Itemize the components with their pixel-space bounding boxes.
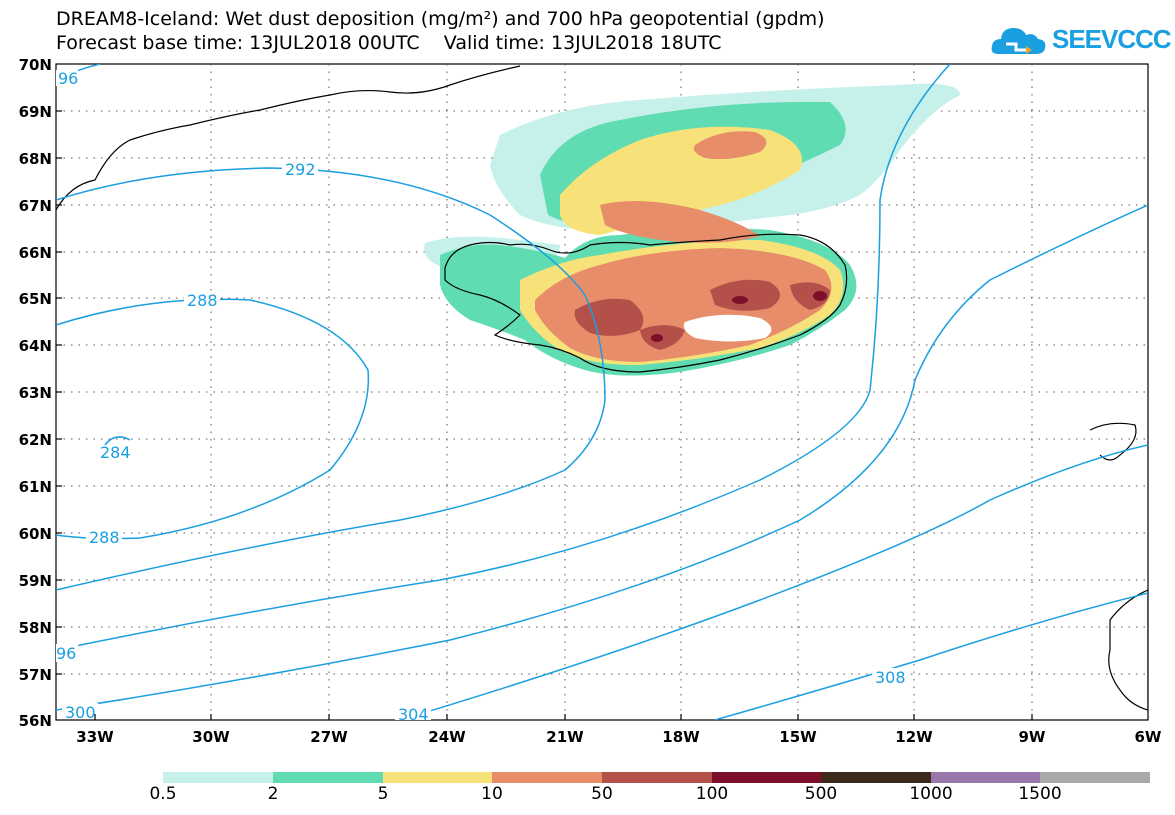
shade-level-50 [790, 282, 830, 310]
contour-296 [56, 64, 951, 651]
greenland-coast [56, 65, 521, 211]
contour-label: 96 [58, 69, 78, 88]
iceland-coast [444, 233, 848, 373]
contour-300 [56, 204, 1148, 711]
colorbar-swatch [821, 772, 931, 783]
contour-label: 304 [398, 705, 429, 724]
cloud-icon [991, 28, 1046, 54]
colorbar-label: 1000 [909, 784, 953, 804]
shade-level-50 [574, 298, 644, 336]
lat-label: 61N [19, 478, 52, 496]
contour-284 [104, 436, 131, 446]
shade-level-50 [710, 279, 780, 311]
lat-label: 58N [19, 619, 52, 637]
seevccc-logo: SEEVCCC [990, 20, 1172, 60]
shade-level-10 [600, 201, 760, 243]
colorbar-label: 5 [377, 784, 389, 804]
contour-label: 288 [187, 291, 218, 310]
contour-label: 96 [56, 644, 76, 663]
colorbar-swatch [383, 772, 492, 783]
lon-label: 18W [662, 728, 700, 746]
colorbar-swatch [163, 772, 273, 783]
colorbar-swatch [931, 772, 1040, 783]
colorbar-swatch [602, 772, 712, 783]
shade-level-100 [813, 291, 827, 301]
axis-ticks [56, 110, 1033, 720]
colorbar-swatch [492, 772, 602, 783]
contour-labels: 96 292 288 284 288 96 300 304 308 [56, 69, 908, 724]
lat-label: 66N [19, 244, 52, 262]
shade-level-100 [651, 334, 663, 342]
colorbar-swatch [712, 772, 821, 783]
lat-label: 70N [19, 56, 52, 74]
colorbar-label: 500 [804, 784, 838, 804]
colorbar-label: 1500 [1018, 784, 1062, 804]
lon-label: 6W [1135, 728, 1162, 746]
lat-label: 60N [19, 525, 52, 543]
lat-label: 67N [19, 197, 52, 215]
coastlines [56, 65, 1148, 711]
lat-label: 68N [19, 150, 52, 168]
lon-label: 33W [76, 728, 114, 746]
lon-label: 21W [546, 728, 584, 746]
lat-label: 64N [19, 337, 52, 355]
contour-label: 288 [89, 528, 120, 547]
lat-label: 57N [19, 666, 52, 684]
lat-label: 65N [19, 290, 52, 308]
lon-label: 30W [192, 728, 230, 746]
colorbar-swatch [273, 772, 383, 783]
lon-label: 9W [1019, 728, 1046, 746]
colorbar-label: 50 [591, 784, 613, 804]
colorbar-label: 10 [481, 784, 503, 804]
lon-label: 27W [310, 728, 348, 746]
map-title-line2: Forecast base time: 13JUL2018 00UTC Vali… [56, 32, 722, 54]
unshaded-patch [683, 314, 772, 342]
logo-text: SEEVCCC [1052, 24, 1172, 54]
longitude-labels: 33W 30W 27W 24W 21W 18W 15W 12W 9W 6W [76, 728, 1162, 746]
contour-304 [399, 444, 1148, 720]
lat-label: 63N [19, 384, 52, 402]
contour-292 [56, 167, 606, 591]
shade-level-100 [732, 296, 748, 304]
map-title-line1: DREAM8-Iceland: Wet dust deposition (mg/… [56, 8, 825, 30]
contour-label: 308 [875, 668, 906, 687]
lon-label: 24W [428, 728, 466, 746]
dust-deposition-field [424, 83, 960, 376]
contour-308 [714, 592, 1148, 720]
contour-label: 300 [65, 703, 96, 722]
contour-label: 292 [285, 160, 316, 179]
faroe-islands-coast [1089, 422, 1137, 461]
colorbar-label: 100 [695, 784, 729, 804]
shade-level-10 [693, 131, 767, 160]
lat-label: 62N [19, 431, 52, 449]
contour-label: 284 [100, 443, 131, 462]
scotland-coast [1108, 589, 1148, 711]
lat-label: 69N [19, 103, 52, 121]
colorbar-swatch [1040, 772, 1150, 783]
colorbar-label: 0.5 [149, 784, 177, 804]
latitude-labels: 70N 69N 68N 67N 66N 65N 64N 63N 62N 61N … [19, 56, 52, 730]
lat-label: 56N [19, 712, 52, 730]
lon-label: 15W [779, 728, 817, 746]
lat-label: 59N [19, 572, 52, 590]
lon-label: 12W [895, 728, 933, 746]
colorbar-label: 2 [267, 784, 279, 804]
